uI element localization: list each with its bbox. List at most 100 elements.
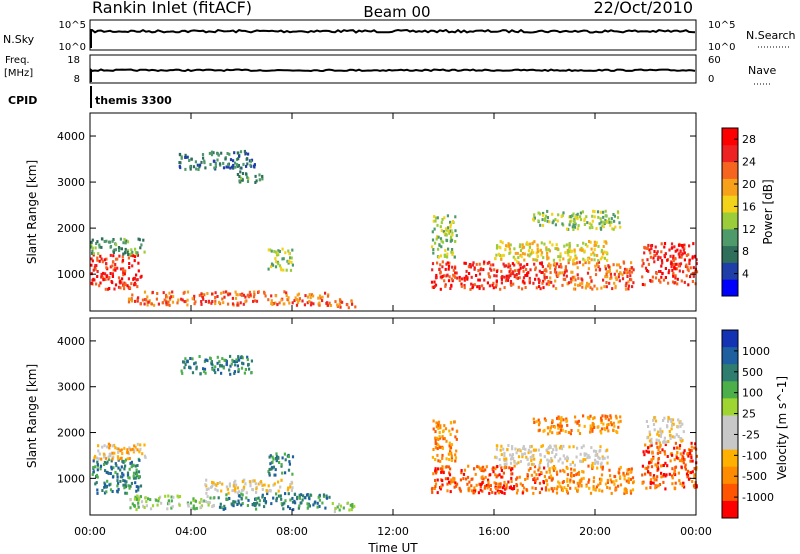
power-cell-3 — [295, 298, 299, 301]
velocity-cell-8 — [491, 467, 494, 471]
velocity-cell-4 — [226, 487, 229, 491]
velocity-cell-8 — [449, 490, 452, 494]
velocity-cell-6 — [244, 368, 247, 371]
velocity-cell-13 — [593, 426, 596, 429]
velocity-cell-9 — [629, 477, 632, 481]
velocity-cell-3 — [316, 505, 319, 509]
velocity-cell-0 — [117, 482, 120, 486]
velocity-cell-2 — [204, 500, 207, 503]
velocity-cell-5 — [351, 505, 354, 509]
power-cell-8 — [495, 283, 498, 287]
power-cell-3 — [317, 296, 320, 300]
velocity-cell-9 — [623, 477, 626, 481]
velocity-cell-10 — [598, 457, 601, 460]
velocity-cell-3 — [289, 498, 292, 502]
power-cell-9 — [628, 267, 631, 271]
power-cell-8 — [542, 279, 545, 283]
power-cell-2 — [172, 295, 175, 299]
power-cell-8 — [528, 276, 531, 280]
velocity-cell-11 — [653, 478, 656, 482]
velocity-cell-6 — [225, 363, 228, 367]
power-cell-10 — [536, 258, 539, 262]
power-cell-10 — [593, 244, 596, 248]
velocity-cell-13 — [606, 426, 609, 430]
power-cell-7 — [278, 250, 281, 253]
power-cell-10 — [602, 245, 605, 248]
x-tick-label-6: 00:00 — [680, 525, 712, 538]
power-cell-12 — [451, 233, 454, 237]
velocity-cell-0 — [111, 475, 115, 479]
power-cell-10 — [523, 252, 526, 256]
power-cell-8 — [538, 285, 541, 289]
power-cell-10 — [513, 247, 516, 251]
power-cell-0 — [135, 278, 138, 282]
velocity-cell-0 — [106, 479, 109, 483]
velocity-cell-11 — [657, 467, 660, 471]
velocity-cell-2 — [133, 504, 136, 508]
power-colorbar-swatch-9 — [722, 128, 738, 146]
power-cell-11 — [647, 269, 650, 273]
velocity-cell-13 — [549, 429, 552, 433]
velocity-cell-0 — [103, 485, 106, 489]
velocity-cell-9 — [547, 488, 550, 492]
power-cell-1 — [124, 241, 127, 245]
power-cell-0 — [137, 261, 140, 265]
velocity-cell-13 — [589, 427, 592, 431]
velocity-cell-10 — [590, 464, 594, 468]
velocity-cell-13 — [574, 415, 577, 419]
velocity-cell-14 — [670, 427, 673, 431]
velocity-cell-11 — [663, 452, 667, 456]
power-cell-1 — [126, 250, 129, 254]
velocity-cell-3 — [240, 496, 243, 500]
power-cell-8 — [493, 274, 496, 278]
power-cell-3 — [310, 293, 313, 297]
velocity-cell-8 — [524, 478, 527, 481]
power-cell-9 — [590, 279, 593, 283]
velocity-cell-4 — [236, 491, 240, 495]
power-cell-11 — [660, 242, 663, 246]
power-cell-1 — [117, 246, 121, 249]
velocity-cell-4 — [249, 482, 252, 486]
velocity-cell-8 — [511, 467, 514, 471]
power-cell-10 — [555, 243, 558, 247]
power-cell-8 — [476, 285, 479, 289]
power-cell-11 — [658, 278, 661, 282]
velocity-cell-10 — [568, 445, 571, 449]
velocity-cell-0 — [92, 459, 95, 463]
velocity-cell-9 — [570, 473, 573, 477]
power-cell-0 — [124, 283, 127, 287]
velocity-cell-0 — [119, 468, 122, 472]
power-cell-5 — [232, 159, 235, 163]
velocity-cell-1 — [120, 448, 123, 452]
power-cell-8 — [494, 285, 497, 289]
power-cell-2 — [181, 298, 184, 302]
velocity-cell-3 — [222, 507, 225, 511]
power-cell-8 — [439, 263, 442, 267]
velocity-cell-9 — [569, 486, 572, 490]
velocity-ytick-label-1: 2000 — [57, 427, 85, 440]
velocity-cell-0 — [120, 465, 123, 469]
power-cell-12 — [431, 230, 434, 234]
velocity-cell-4 — [260, 482, 263, 486]
power-cell-9 — [626, 275, 629, 278]
power-cell-10 — [519, 249, 523, 253]
power-cell-0 — [137, 269, 140, 273]
power-cell-3 — [283, 290, 286, 294]
velocity-cell-3 — [263, 497, 266, 500]
velocity-cell-2 — [137, 505, 140, 509]
power-cell-8 — [518, 276, 521, 280]
velocity-cell-4 — [231, 489, 234, 493]
velocity-cell-13 — [617, 420, 620, 424]
velocity-cell-3 — [237, 501, 240, 505]
velocity-cell-14 — [659, 427, 662, 431]
velocity-cell-8 — [510, 480, 513, 483]
velocity-cell-13 — [617, 425, 620, 429]
power-cell-12 — [436, 235, 439, 239]
velocity-cell-3 — [308, 497, 311, 501]
velocity-cell-14 — [667, 415, 670, 419]
power-cell-8 — [481, 284, 484, 288]
velocity-cell-10 — [495, 447, 498, 451]
power-cell-9 — [562, 277, 565, 281]
